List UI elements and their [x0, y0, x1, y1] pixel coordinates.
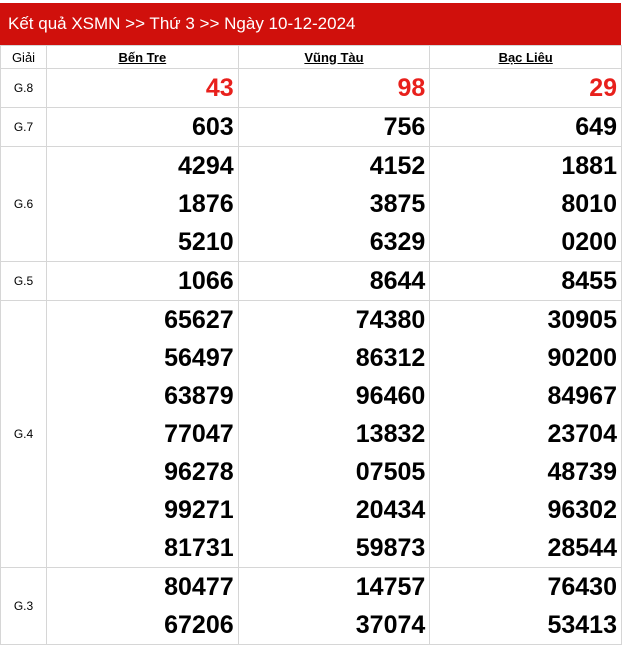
results-table: Giải Bến Tre Vũng Tàu Bạc Liêu G.8 43 98 29…: [0, 45, 622, 645]
result-number: 13832: [355, 420, 426, 448]
result-number: 90200: [547, 344, 617, 372]
result-number: 84967: [547, 382, 617, 410]
result-number: 8010: [561, 190, 617, 218]
result-number: 74380: [355, 306, 426, 334]
prize-row: G.8 43 98 29: [0, 68, 622, 108]
result-number: 99271: [164, 496, 234, 524]
results-title: Kết quả XSMN >> Thứ 3 >> Ngày 10-12-2024: [0, 3, 621, 45]
result-number: 48739: [547, 458, 617, 486]
result-cell: 30905 90200 84967 23704 48739 96302 28544: [429, 300, 622, 568]
result-number: 23704: [547, 420, 617, 448]
result-number: 65627: [164, 306, 234, 334]
prize-row: G.6 4294 1876 5210 4152 3875 6329 1881 8010 0200: [0, 146, 622, 262]
result-number: 603: [191, 113, 234, 141]
province-header: Bạc Liêu: [429, 45, 622, 69]
province-header: Bến Tre: [46, 45, 239, 69]
result-number: 30905: [547, 306, 617, 334]
result-cell: 8644: [237, 261, 431, 301]
result-number: 649: [575, 113, 617, 141]
result-cell: 4152 3875 6329: [237, 146, 431, 262]
result-number: 63879: [164, 382, 234, 410]
province-link-vung-tau[interactable]: Vũng Tàu: [304, 49, 364, 65]
result-cell: 98: [237, 68, 431, 108]
result-cell: 8455: [429, 261, 622, 301]
result-number: 81731: [164, 534, 234, 562]
province-link-ben-tre[interactable]: Bến Tre: [118, 49, 167, 65]
result-number: 98: [397, 74, 426, 102]
result-cell: 29: [429, 68, 622, 108]
result-number: 8455: [561, 267, 617, 295]
result-cell: 1066: [46, 261, 239, 301]
result-cell: 74380 86312 96460 13832 07505 20434 59873: [237, 300, 431, 568]
result-cell: 43: [46, 68, 239, 108]
result-number: 4152: [369, 152, 426, 180]
result-number: 43: [205, 74, 234, 102]
result-number: 07505: [355, 458, 426, 486]
result-number: 14757: [355, 573, 426, 601]
prize-header: Giải: [0, 45, 47, 69]
result-number: 96278: [164, 458, 234, 486]
result-number: 29: [589, 74, 617, 102]
prize-label: G.7: [0, 107, 47, 147]
province-link-bac-lieu[interactable]: Bạc Liêu: [498, 49, 553, 65]
prize-row: G.7 603 756 649: [0, 107, 622, 147]
prize-label: G.4: [0, 300, 47, 568]
result-number: 28544: [547, 534, 617, 562]
result-number: 96460: [355, 382, 426, 410]
result-number: 6329: [369, 228, 426, 256]
result-number: 3875: [369, 190, 426, 218]
result-number: 4294: [178, 152, 234, 180]
result-number: 756: [383, 113, 426, 141]
result-number: 5210: [178, 228, 234, 256]
prize-row: G.5 1066 8644 8455: [0, 261, 622, 301]
result-cell: 14757 37074: [237, 567, 431, 645]
province-header: Vũng Tàu: [237, 45, 431, 69]
prize-label: G.5: [0, 261, 47, 301]
result-cell: 65627 56497 63879 77047 96278 99271 81731: [46, 300, 239, 568]
result-number: 76430: [547, 573, 617, 601]
result-number: 0200: [561, 228, 617, 256]
result-number: 8644: [369, 267, 426, 295]
result-number: 77047: [164, 420, 234, 448]
result-number: 80477: [164, 573, 234, 601]
result-cell: 76430 53413: [429, 567, 622, 645]
prize-label: G.6: [0, 146, 47, 262]
result-number: 67206: [164, 611, 234, 639]
result-number: 1876: [178, 190, 234, 218]
result-cell: 1881 8010 0200: [429, 146, 622, 262]
result-number: 96302: [547, 496, 617, 524]
result-number: 56497: [164, 344, 234, 372]
result-number: 37074: [355, 611, 426, 639]
result-cell: 80477 67206: [46, 567, 239, 645]
prize-label: G.8: [0, 68, 47, 108]
result-number: 20434: [355, 496, 426, 524]
result-number: 53413: [547, 611, 617, 639]
result-cell: 756: [237, 107, 431, 147]
result-number: 1066: [178, 267, 234, 295]
result-cell: 603: [46, 107, 239, 147]
result-cell: 649: [429, 107, 622, 147]
result-number: 1881: [561, 152, 617, 180]
result-cell: 4294 1876 5210: [46, 146, 239, 262]
prize-row: G.4 65627 56497 63879 77047 96278 99271 81731 74…: [0, 300, 622, 568]
result-number: 59873: [355, 534, 426, 562]
prize-row: G.3 80477 67206 14757 37074 76430 53413: [0, 567, 622, 645]
prize-label: G.3: [0, 567, 47, 645]
result-number: 86312: [355, 344, 426, 372]
